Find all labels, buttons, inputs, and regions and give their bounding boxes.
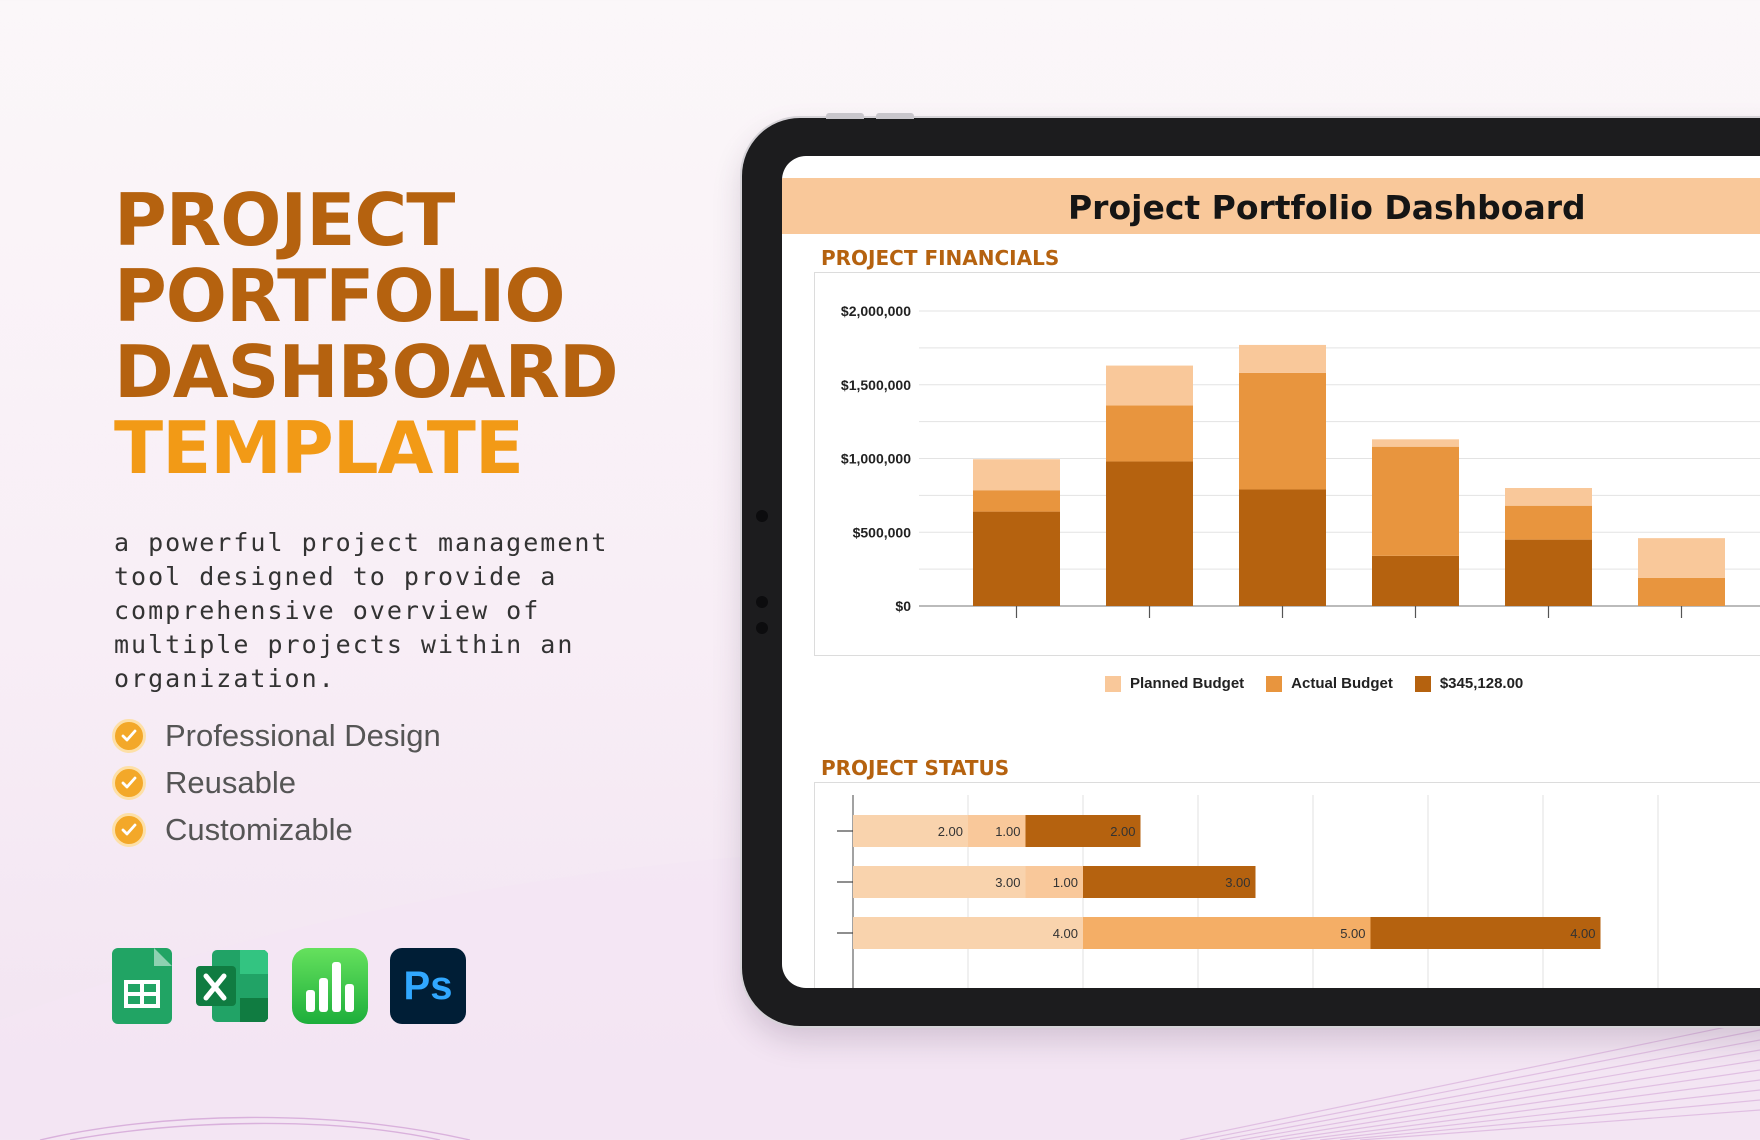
y-tick-label: $1,500,000 (841, 377, 911, 393)
status-section-title: PROJECT STATUS (821, 756, 1010, 780)
hero-title-line-3: DASHBOARD (114, 330, 619, 414)
financials-section-title: PROJECT FINANCIALS (821, 246, 1060, 270)
financials-chart-svg: $0 $500,000 $1,000,000 $1,500,000 $2,000,000 (841, 303, 1760, 618)
status-bar-segment (1370, 917, 1601, 949)
numbers-icon[interactable] (292, 948, 368, 1024)
bar-segment (1638, 538, 1725, 578)
status-bar-label: 3.00 (1225, 875, 1250, 890)
status-bar-label: 1.00 (1053, 875, 1078, 890)
check-circle-icon (112, 765, 146, 800)
bar-segment (1505, 505, 1592, 540)
bar-segment (1372, 439, 1459, 447)
check-circle-icon (112, 718, 146, 753)
status-bar-segment (853, 866, 1026, 898)
legend-swatch (1414, 675, 1431, 692)
status-bar-segment (1025, 815, 1141, 847)
status-bar-label: 3.00 (995, 875, 1020, 890)
dashboard-screen: Project Portfolio Dashboard PROJECT FINA… (782, 156, 1760, 988)
feature-list: Professional Design Reusable Customizabl… (112, 712, 441, 853)
bar-segment (973, 490, 1060, 512)
feature-item: Reusable (112, 759, 441, 806)
status-bar-label: 2.00 (1110, 824, 1135, 839)
tablet-button (876, 113, 914, 119)
status-chart: 2.00 1.00 2.00 3.00 1.00 3.00 4.00 5.00 4.00 (814, 782, 1760, 988)
bar-segment (1239, 372, 1326, 490)
check-circle-icon (112, 812, 146, 847)
legend-label: Planned Budget (1130, 675, 1245, 692)
hero-title-accent: TEMPLATE (114, 406, 524, 490)
bar-segment (1505, 539, 1592, 606)
tablet-sensor (756, 596, 768, 608)
y-tick-label: $2,000,000 (841, 303, 911, 319)
dashboard-header: Project Portfolio Dashboard (782, 178, 1760, 234)
hero-title: PROJECT PORTFOLIO DASHBOARD TEMPLATE (114, 178, 619, 490)
financials-legend: Planned Budget Actual Budget $345,128.00 (1105, 675, 1523, 692)
legend-label: Actual Budget (1291, 675, 1393, 692)
photoshop-icon-label: Ps (403, 963, 453, 1008)
bar-segment (1106, 365, 1193, 406)
app-icon-row: Ps (112, 948, 466, 1024)
legend-swatch (1105, 675, 1121, 692)
status-bar-label: 2.00 (938, 824, 963, 839)
status-bar-segment (1025, 866, 1083, 898)
status-bar-segment (968, 815, 1026, 847)
excel-icon[interactable] (194, 948, 270, 1024)
status-bar-label: 5.00 (1340, 926, 1365, 941)
status-bar-segment (1083, 917, 1371, 949)
photoshop-icon[interactable]: Ps (390, 948, 466, 1024)
legend-item-actual: Actual Budget (1266, 675, 1393, 692)
y-tick-label: $500,000 (853, 524, 912, 540)
hero-title-line-1: PROJECT (114, 178, 455, 262)
dashboard-title: Project Portfolio Dashboard (1068, 188, 1586, 227)
bar-segment (1372, 555, 1459, 606)
tablet-camera (756, 510, 768, 522)
bar-segment (1638, 577, 1725, 606)
hero-description: a powerful project management tool desig… (114, 528, 609, 693)
bar-segment (973, 511, 1060, 606)
feature-label: Customizable (165, 811, 353, 847)
legend-swatch (1266, 675, 1283, 692)
status-bar-segment (1083, 866, 1256, 898)
legend-item-amount: $345,128.00 (1414, 675, 1524, 692)
status-bar-segment (853, 917, 1083, 949)
feature-item: Customizable (112, 806, 441, 853)
bar-segment (1106, 461, 1193, 606)
google-sheets-icon[interactable] (112, 948, 172, 1024)
status-bar-label: 4.00 (1570, 926, 1595, 941)
bar-segment (1239, 344, 1326, 373)
bar-segment (1106, 405, 1193, 462)
legend-label: $345,128.00 (1439, 675, 1524, 692)
legend-item-planned: Planned Budget (1105, 675, 1244, 692)
y-tick-label: $0 (895, 598, 911, 614)
bar-segment (1372, 446, 1459, 556)
y-tick-label: $1,000,000 (841, 451, 911, 467)
bar-segment (973, 459, 1060, 491)
status-bar-label: 1.00 (995, 824, 1020, 839)
feature-label: Reusable (165, 764, 296, 800)
tablet-button (826, 113, 864, 119)
financials-chart: $0 $500,000 $1,000,000 $1,500,000 $2,000,000… (814, 272, 1760, 692)
status-chart-svg: 2.00 1.00 2.00 3.00 1.00 3.00 4.00 5.00 4.00 (837, 795, 1659, 988)
feature-label: Professional Design (165, 717, 441, 753)
tablet-frame: Project Portfolio Dashboard PROJECT FINA… (742, 113, 1760, 1026)
tablet-sensor (756, 622, 768, 634)
status-bar-label: 4.00 (1053, 926, 1078, 941)
bar-segment (1239, 489, 1326, 606)
hero-title-line-2: PORTFOLIO (114, 254, 566, 338)
status-bar-segment (853, 815, 968, 847)
bar-segment (1505, 488, 1592, 506)
feature-item: Professional Design (112, 712, 441, 759)
